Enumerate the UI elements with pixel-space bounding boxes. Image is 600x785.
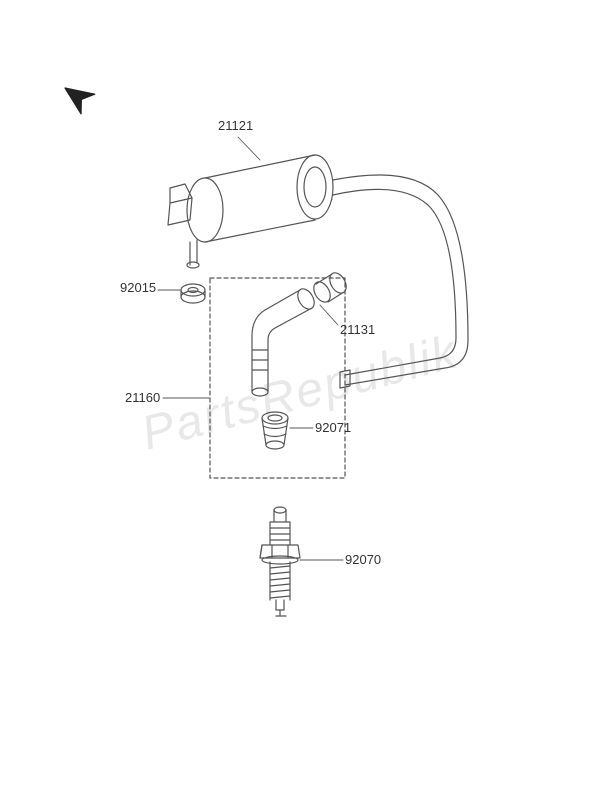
diagram-svg — [0, 0, 600, 785]
callout-92015: 92015 — [120, 280, 156, 295]
callout-lines — [158, 137, 343, 560]
callout-21121: 21121 — [218, 118, 253, 133]
plug-cap-elbow-icon — [252, 286, 318, 396]
parts-group-box — [210, 278, 345, 478]
callout-92071: 92071 — [315, 420, 351, 435]
grommet-upper-icon — [310, 270, 349, 305]
callout-21160: 21160 — [125, 390, 160, 405]
nut-icon — [181, 284, 205, 303]
direction-arrow-icon — [58, 78, 95, 114]
ignition-coil-icon — [168, 155, 468, 388]
callout-21131: 21131 — [340, 322, 375, 337]
callout-92070: 92070 — [345, 552, 381, 567]
parts-diagram: PartsRepublik — [0, 0, 600, 785]
grommet-lower-icon — [262, 412, 288, 449]
spark-plug-icon — [260, 507, 300, 616]
